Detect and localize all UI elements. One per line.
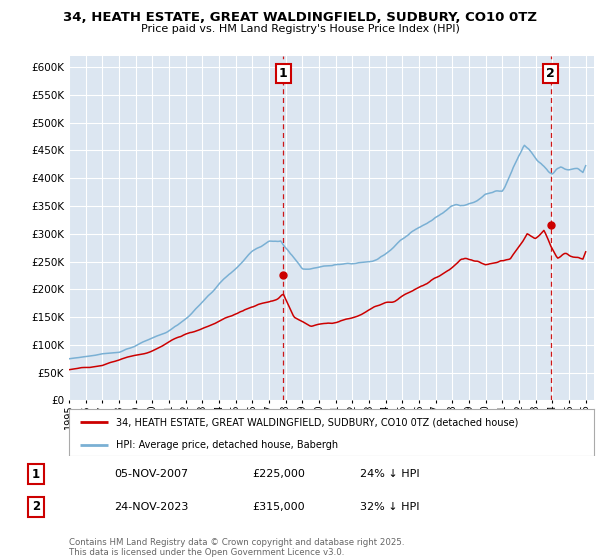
Text: 24% ↓ HPI: 24% ↓ HPI [360, 469, 419, 479]
Text: 32% ↓ HPI: 32% ↓ HPI [360, 502, 419, 512]
Text: 2: 2 [32, 500, 40, 513]
Text: 34, HEATH ESTATE, GREAT WALDINGFIELD, SUDBURY, CO10 0TZ: 34, HEATH ESTATE, GREAT WALDINGFIELD, SU… [63, 11, 537, 24]
Text: £315,000: £315,000 [252, 502, 305, 512]
Text: 1: 1 [279, 67, 287, 80]
Text: Contains HM Land Registry data © Crown copyright and database right 2025.
This d: Contains HM Land Registry data © Crown c… [69, 538, 404, 557]
Text: 34, HEATH ESTATE, GREAT WALDINGFIELD, SUDBURY, CO10 0TZ (detached house): 34, HEATH ESTATE, GREAT WALDINGFIELD, SU… [116, 417, 518, 427]
Text: £225,000: £225,000 [252, 469, 305, 479]
Text: HPI: Average price, detached house, Babergh: HPI: Average price, detached house, Babe… [116, 440, 338, 450]
Text: 1: 1 [32, 468, 40, 481]
Text: 24-NOV-2023: 24-NOV-2023 [114, 502, 188, 512]
Text: Price paid vs. HM Land Registry's House Price Index (HPI): Price paid vs. HM Land Registry's House … [140, 24, 460, 34]
Text: 2: 2 [546, 67, 555, 80]
Text: 05-NOV-2007: 05-NOV-2007 [114, 469, 188, 479]
